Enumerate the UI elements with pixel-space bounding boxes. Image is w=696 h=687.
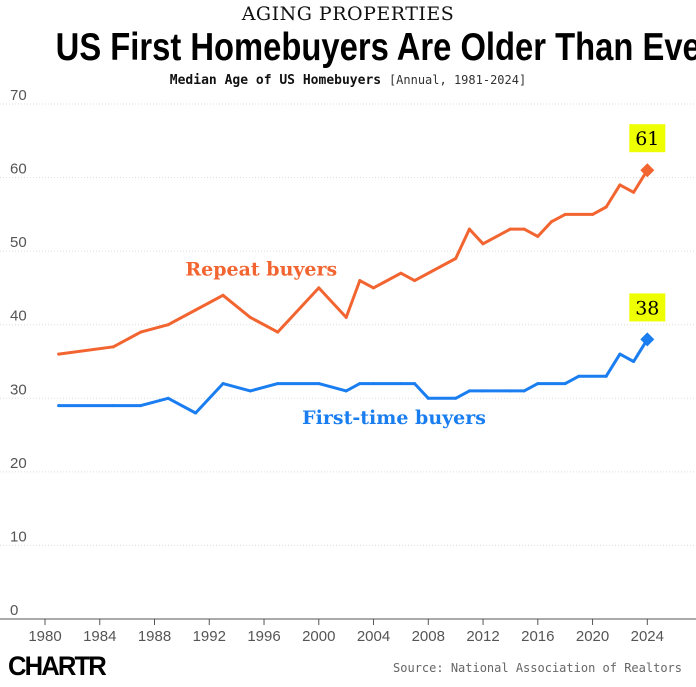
data-point — [618, 352, 622, 356]
data-point — [372, 286, 376, 290]
data-point — [276, 382, 280, 386]
x-tick-label: 2008 — [412, 628, 445, 645]
data-point — [481, 389, 485, 393]
y-tick-label: 0 — [10, 602, 18, 619]
data-point — [194, 411, 198, 415]
data-point — [317, 382, 321, 386]
x-tick-label: 1992 — [193, 628, 226, 645]
data-point — [604, 205, 608, 209]
x-tick-label: 2024 — [631, 628, 664, 645]
x-tick-label: 1988 — [138, 628, 171, 645]
data-point — [536, 382, 540, 386]
x-tick-label: 2004 — [357, 628, 390, 645]
data-point — [426, 396, 430, 400]
x-tick-label: 2012 — [466, 628, 499, 645]
series-label: Repeat buyers — [185, 258, 337, 280]
y-tick-label: 10 — [10, 528, 27, 545]
data-point — [413, 382, 417, 386]
y-tick-label: 30 — [10, 381, 27, 398]
data-point — [467, 389, 471, 393]
data-point — [549, 220, 553, 224]
data-point — [604, 374, 608, 378]
x-tick-label: 2020 — [576, 628, 609, 645]
source-note: Source: National Association of Realtors — [393, 661, 682, 675]
data-point — [454, 257, 458, 260]
chartr-logo: CHARTR — [8, 651, 107, 681]
y-tick-label: 20 — [10, 455, 27, 472]
data-point — [248, 315, 252, 319]
chart-title: US First Homebuyers Are Older Than Ever — [55, 26, 696, 69]
series-line — [57, 168, 649, 356]
series-line — [57, 337, 649, 415]
data-point — [358, 279, 362, 283]
data-point — [139, 404, 143, 408]
data-point — [618, 183, 622, 187]
y-tick-label: 70 — [10, 87, 27, 104]
data-point — [522, 389, 526, 393]
y-tick-label: 50 — [10, 234, 27, 251]
data-point — [454, 396, 458, 400]
data-point — [372, 382, 376, 386]
data-point — [467, 227, 471, 231]
data-point — [111, 404, 115, 408]
data-point — [166, 396, 170, 400]
data-point — [358, 382, 362, 386]
chart-kicker: AGING PROPERTIES — [241, 3, 455, 25]
x-tick-label: 2016 — [521, 628, 554, 645]
data-point — [563, 382, 567, 386]
data-point — [632, 360, 636, 363]
data-point — [221, 382, 225, 386]
data-point — [591, 212, 595, 216]
value-callout-bg — [629, 293, 666, 322]
y-tick-label: 60 — [10, 161, 27, 178]
data-point — [632, 190, 636, 194]
data-point — [139, 330, 143, 334]
value-callout: 38 — [635, 297, 659, 319]
data-point — [577, 374, 581, 378]
data-point — [481, 242, 485, 246]
data-point — [221, 293, 225, 297]
x-tick-label: 1996 — [247, 628, 280, 645]
data-point — [344, 389, 348, 393]
chart-subtitle: Median Age of US Homebuyers [Annual, 198… — [0, 73, 696, 88]
x-tick-label: 1984 — [83, 628, 116, 645]
data-point — [522, 227, 526, 231]
x-tick-label: 1980 — [28, 628, 61, 645]
value-callout-bg — [629, 124, 666, 153]
subtitle-main: Median Age of US Homebuyers — [169, 73, 382, 88]
data-point — [508, 389, 512, 393]
data-point — [111, 345, 115, 349]
end-marker — [640, 332, 655, 347]
data-point — [276, 330, 280, 334]
data-point — [536, 234, 540, 238]
data-point — [413, 279, 417, 283]
data-point — [344, 315, 348, 319]
end-marker — [640, 163, 655, 178]
subtitle-note: [Annual, 1981-2024] — [388, 73, 527, 87]
data-point — [508, 227, 512, 231]
x-tick-label: 2000 — [302, 628, 335, 645]
data-point — [57, 352, 61, 356]
data-point — [399, 382, 403, 386]
value-callout: 61 — [635, 128, 659, 150]
data-point — [57, 404, 61, 408]
data-point — [166, 323, 170, 327]
data-point — [317, 286, 321, 290]
data-point — [194, 308, 198, 312]
data-point — [248, 389, 252, 393]
y-tick-label: 40 — [10, 308, 27, 325]
data-point — [399, 271, 403, 275]
series-label: First-time buyers — [302, 407, 486, 429]
data-point — [563, 212, 567, 216]
